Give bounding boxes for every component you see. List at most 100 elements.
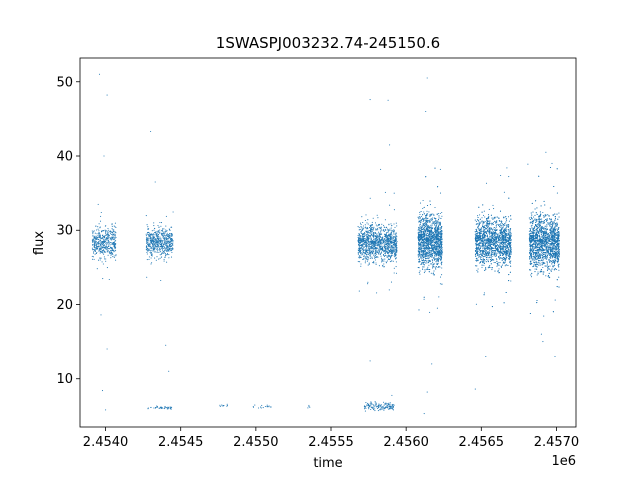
data-point xyxy=(387,240,390,242)
data-point xyxy=(435,242,437,244)
data-point xyxy=(102,241,105,243)
data-point xyxy=(171,251,173,254)
data-point xyxy=(160,407,162,410)
data-point xyxy=(384,226,386,229)
data-point xyxy=(393,243,396,245)
data-point xyxy=(387,236,389,238)
data-point xyxy=(429,219,431,221)
data-point xyxy=(104,258,106,260)
data-point xyxy=(433,241,435,243)
data-point xyxy=(163,237,165,239)
data-point xyxy=(154,244,156,246)
data-point xyxy=(435,225,438,227)
data-point xyxy=(396,252,398,254)
data-point xyxy=(373,254,375,256)
data-point xyxy=(166,234,168,236)
data-point xyxy=(104,251,106,253)
data-point xyxy=(389,257,392,259)
data-point xyxy=(107,249,109,251)
data-point xyxy=(386,239,388,241)
data-point xyxy=(428,226,430,228)
data-point xyxy=(159,231,161,233)
data-point xyxy=(496,259,498,261)
data-point xyxy=(115,243,117,245)
data-point xyxy=(377,224,379,226)
data-point xyxy=(429,260,431,262)
data-point xyxy=(362,221,364,224)
data-point xyxy=(383,224,385,226)
data-point xyxy=(430,238,432,240)
data-point xyxy=(417,238,420,240)
data-point xyxy=(103,249,105,251)
data-point xyxy=(359,239,361,241)
data-point xyxy=(430,272,432,274)
data-point xyxy=(113,256,115,259)
data-point xyxy=(146,276,148,278)
data-point xyxy=(360,232,362,234)
data-point xyxy=(112,243,114,245)
data-point xyxy=(366,231,368,234)
data-point xyxy=(358,251,360,253)
data-point xyxy=(365,258,367,260)
data-point xyxy=(97,234,99,237)
data-point xyxy=(388,402,390,404)
data-point xyxy=(440,229,442,231)
data-point xyxy=(390,406,392,408)
data-point xyxy=(370,228,372,230)
data-point xyxy=(358,250,360,252)
data-point xyxy=(428,221,430,223)
data-point xyxy=(98,230,100,232)
data-point xyxy=(421,229,423,231)
data-point xyxy=(420,248,422,250)
data-point xyxy=(435,223,437,225)
data-point xyxy=(264,405,266,408)
data-point xyxy=(170,250,172,252)
data-point xyxy=(367,237,370,239)
data-point xyxy=(111,223,113,225)
data-point xyxy=(368,235,370,237)
data-point xyxy=(382,264,384,266)
data-point xyxy=(505,255,507,258)
data-point xyxy=(422,238,424,240)
data-point xyxy=(426,229,428,231)
data-point xyxy=(432,221,434,223)
data-point xyxy=(480,255,482,258)
data-point xyxy=(430,250,432,252)
data-point xyxy=(148,238,150,240)
data-point xyxy=(165,237,168,239)
data-point xyxy=(92,239,94,241)
data-point xyxy=(389,230,391,232)
data-point xyxy=(438,215,440,217)
data-point xyxy=(383,260,385,262)
data-point xyxy=(361,248,363,250)
data-point xyxy=(380,409,382,411)
data-point xyxy=(159,241,161,243)
data-point xyxy=(152,248,155,250)
data-point xyxy=(106,232,109,234)
data-point xyxy=(97,242,99,244)
data-point xyxy=(422,221,424,223)
data-point xyxy=(359,250,361,252)
data-point xyxy=(105,225,107,227)
data-point xyxy=(113,231,115,233)
data-point xyxy=(171,238,173,240)
data-point xyxy=(111,224,113,226)
data-point xyxy=(359,236,361,238)
data-point xyxy=(378,233,380,235)
data-point xyxy=(105,245,108,247)
data-point xyxy=(372,251,374,253)
data-point xyxy=(167,234,169,236)
data-point xyxy=(371,403,373,405)
data-point xyxy=(369,402,371,404)
data-point xyxy=(423,240,425,242)
data-point xyxy=(372,245,374,247)
data-point xyxy=(155,243,158,245)
data-point xyxy=(477,215,479,217)
data-point xyxy=(359,238,361,240)
data-point xyxy=(439,236,441,238)
data-point xyxy=(369,256,371,258)
data-point xyxy=(157,249,159,251)
data-point xyxy=(157,233,159,235)
data-point xyxy=(370,401,372,403)
data-point xyxy=(374,408,376,410)
